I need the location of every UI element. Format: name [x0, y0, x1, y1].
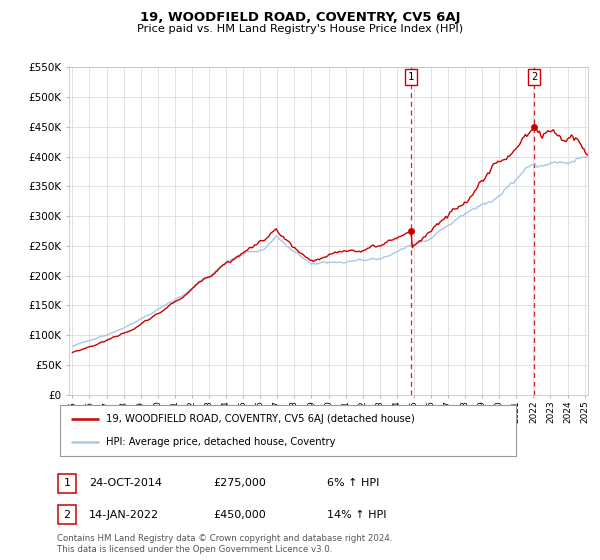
Text: 24-OCT-2014: 24-OCT-2014	[89, 478, 162, 488]
Text: 2: 2	[64, 510, 70, 520]
Text: 14-JAN-2022: 14-JAN-2022	[89, 510, 159, 520]
Text: 19, WOODFIELD ROAD, COVENTRY, CV5 6AJ: 19, WOODFIELD ROAD, COVENTRY, CV5 6AJ	[140, 11, 460, 24]
Text: £275,000: £275,000	[213, 478, 266, 488]
Text: 1: 1	[64, 478, 70, 488]
Text: Price paid vs. HM Land Registry's House Price Index (HPI): Price paid vs. HM Land Registry's House …	[137, 24, 463, 34]
Text: £450,000: £450,000	[213, 510, 266, 520]
Text: Contains HM Land Registry data © Crown copyright and database right 2024.
This d: Contains HM Land Registry data © Crown c…	[57, 534, 392, 554]
Text: 2: 2	[531, 72, 537, 82]
FancyBboxPatch shape	[58, 474, 76, 493]
Text: HPI: Average price, detached house, Coventry: HPI: Average price, detached house, Cove…	[106, 437, 335, 447]
Point	[529, 122, 539, 131]
Text: 1: 1	[408, 72, 414, 82]
FancyBboxPatch shape	[60, 405, 516, 456]
Text: 6% ↑ HPI: 6% ↑ HPI	[327, 478, 379, 488]
Text: 19, WOODFIELD ROAD, COVENTRY, CV5 6AJ (detached house): 19, WOODFIELD ROAD, COVENTRY, CV5 6AJ (d…	[106, 414, 415, 424]
Point	[406, 227, 416, 236]
Text: 14% ↑ HPI: 14% ↑ HPI	[327, 510, 386, 520]
FancyBboxPatch shape	[58, 505, 76, 524]
